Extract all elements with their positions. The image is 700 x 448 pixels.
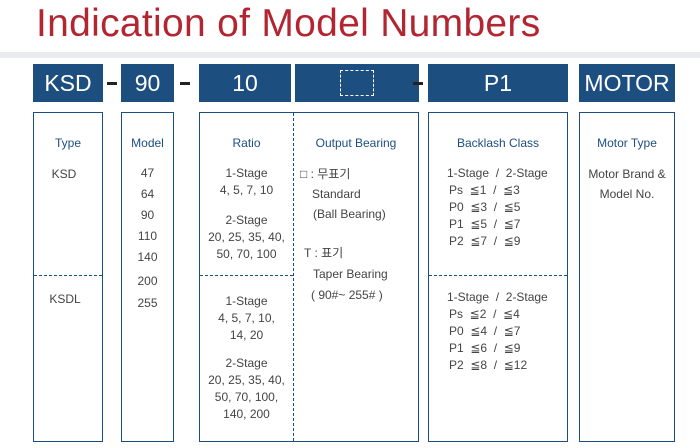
model-value: 255 bbox=[137, 296, 158, 310]
placeholder-box-icon bbox=[340, 70, 374, 96]
ratio-top-2stage: 2-Stage 20, 25, 35, 40, 50, 70, 100 bbox=[200, 212, 293, 263]
page-title: Indication of Model Numbers bbox=[36, 2, 541, 45]
model-value: 47 bbox=[140, 166, 155, 180]
motor-line: Model No. bbox=[599, 187, 655, 201]
output-option-standard-code: □ : 무표기 bbox=[300, 167, 351, 181]
ratio-bottom-1stage: 1-Stage 4, 5, 7, 10, 14, 20 bbox=[200, 293, 293, 344]
backlash-column: Backlash Class 1-Stage / 2-Stage Ps ≦1 /… bbox=[428, 112, 568, 442]
separator-dash bbox=[413, 82, 423, 85]
motor-heading: Motor Type bbox=[597, 136, 657, 150]
type-heading: Type bbox=[54, 136, 81, 150]
motor-column: Motor Type Motor Brand & Model No. bbox=[579, 112, 675, 442]
stage-label: 1-Stage bbox=[225, 166, 268, 180]
model-value: 64 bbox=[140, 187, 155, 201]
ratio-output-column: Ratio 1-Stage 4, 5, 7, 10 2-Stage 20, 25… bbox=[199, 112, 419, 442]
backlash-row: Ps ≦2 / ≦4 bbox=[449, 307, 520, 321]
separator-dash bbox=[107, 82, 117, 85]
column-divider bbox=[293, 113, 294, 441]
stage-label: 1-Stage / 2-Stage bbox=[447, 166, 548, 180]
ratio-values: 4, 5, 7, 10, bbox=[218, 311, 275, 325]
backlash-row: Ps ≦1 / ≦3 bbox=[449, 183, 520, 197]
model-heading: Model bbox=[131, 136, 164, 150]
backlash-heading: Backlash Class bbox=[456, 136, 540, 150]
header-ratio: 10 bbox=[199, 64, 291, 102]
backlash-row: P0 ≦3 / ≦5 bbox=[449, 200, 521, 214]
output-option-taper-name: Taper Bearing bbox=[313, 267, 388, 281]
output-heading: Output Bearing bbox=[315, 136, 397, 150]
stage-label: 1-Stage / 2-Stage bbox=[447, 290, 548, 304]
ratio-values: 14, 20 bbox=[229, 328, 264, 342]
ratio-values: 4, 5, 7, 10 bbox=[219, 183, 274, 197]
row-divider bbox=[200, 275, 293, 276]
header-type: KSD bbox=[33, 64, 103, 102]
model-value: 200 bbox=[137, 274, 158, 288]
ratio-values: 50, 70, 100 bbox=[216, 247, 277, 261]
header-model: 90 bbox=[121, 64, 174, 102]
ratio-values: 140, 200 bbox=[223, 407, 270, 421]
backlash-bottom: 1-Stage / 2-Stage Ps ≦2 / ≦4 P0 ≦4 / ≦7 … bbox=[447, 289, 548, 374]
output-option-taper-code: T : 표기 bbox=[304, 246, 344, 260]
backlash-row: P1 ≦5 / ≦7 bbox=[449, 217, 521, 231]
ratio-bottom-2stage: 2-Stage 20, 25, 35, 40, 50, 70, 100, 140… bbox=[200, 355, 293, 423]
ratio-top-1stage: 1-Stage 4, 5, 7, 10 bbox=[200, 165, 293, 199]
row-divider bbox=[429, 275, 567, 276]
ratio-heading: Ratio bbox=[232, 136, 261, 150]
model-value: 110 bbox=[137, 229, 158, 243]
backlash-row: P0 ≦4 / ≦7 bbox=[449, 324, 521, 338]
type-ksd: KSD bbox=[51, 167, 77, 181]
backlash-row: P1 ≦6 / ≦9 bbox=[449, 341, 521, 355]
type-column: Type KSD KSDL bbox=[33, 112, 103, 442]
model-value: 140 bbox=[137, 250, 158, 264]
model-value: 90 bbox=[140, 208, 155, 222]
row-divider bbox=[34, 275, 102, 276]
type-ksdl: KSDL bbox=[49, 292, 81, 306]
backlash-row: P2 ≦8 / ≦12 bbox=[449, 358, 528, 372]
output-option-standard-detail: (Ball Bearing) bbox=[313, 207, 386, 221]
header-backlash: P1 bbox=[428, 64, 568, 102]
backlash-row: P2 ≦7 / ≦9 bbox=[449, 234, 521, 248]
motor-line: Motor Brand & bbox=[588, 167, 666, 181]
separator-dash bbox=[180, 82, 190, 85]
stage-label: 1-Stage bbox=[225, 294, 268, 308]
ratio-values: 20, 25, 35, 40, bbox=[208, 230, 285, 244]
output-option-taper-range: ( 90#~ 255# ) bbox=[311, 288, 383, 302]
ratio-values: 20, 25, 35, 40, bbox=[208, 373, 285, 387]
backlash-top: 1-Stage / 2-Stage Ps ≦1 / ≦3 P0 ≦3 / ≦5 … bbox=[447, 165, 548, 250]
ratio-values: 50, 70, 100, bbox=[214, 390, 279, 404]
stage-label: 2-Stage bbox=[225, 356, 268, 370]
header-motor: MOTOR bbox=[579, 64, 675, 102]
output-option-standard-name: Standard bbox=[312, 187, 361, 201]
header-output-bearing bbox=[295, 64, 419, 102]
title-divider bbox=[0, 52, 700, 58]
model-column: Model 47 64 90 110 140 200 255 bbox=[121, 112, 174, 442]
stage-label: 2-Stage bbox=[225, 213, 268, 227]
